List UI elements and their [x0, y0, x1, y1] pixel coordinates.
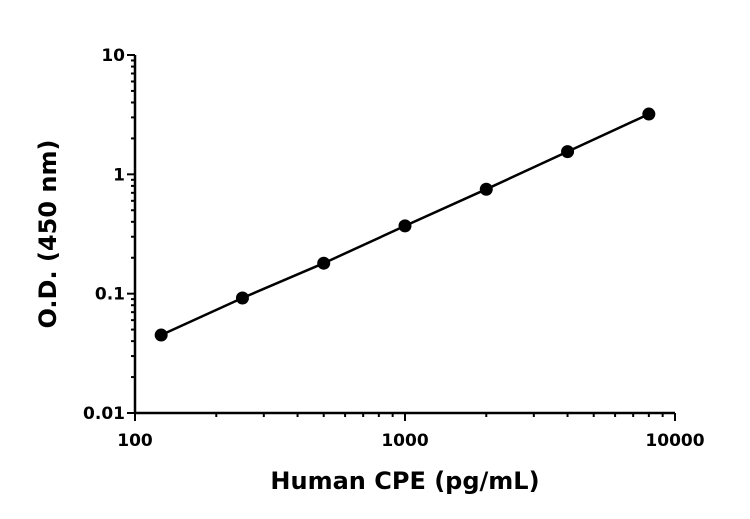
ticks: 0.01 0.1 1 10 100 1000 10000: [83, 46, 705, 451]
data-point: [479, 182, 493, 196]
data-point: [235, 291, 249, 305]
data-point: [561, 145, 575, 159]
axes: [133, 55, 675, 415]
y-tick-label: 0.1: [95, 285, 125, 305]
data-point: [317, 256, 331, 270]
x-tick-label: 100: [117, 431, 153, 451]
plot-area: [154, 107, 656, 342]
x-axis-title: Human CPE (pg/mL): [270, 467, 539, 495]
y-tick-label: 0.01: [83, 404, 125, 424]
x-tick-label: 1000: [381, 431, 428, 451]
y-tick-label: 10: [101, 46, 125, 66]
data-point: [398, 219, 412, 233]
x-tick-label: 10000: [645, 431, 704, 451]
data-point: [642, 107, 656, 121]
data-point: [154, 328, 168, 342]
y-axis-title: O.D. (450 nm): [34, 140, 62, 329]
y-tick-label: 1: [113, 165, 125, 185]
